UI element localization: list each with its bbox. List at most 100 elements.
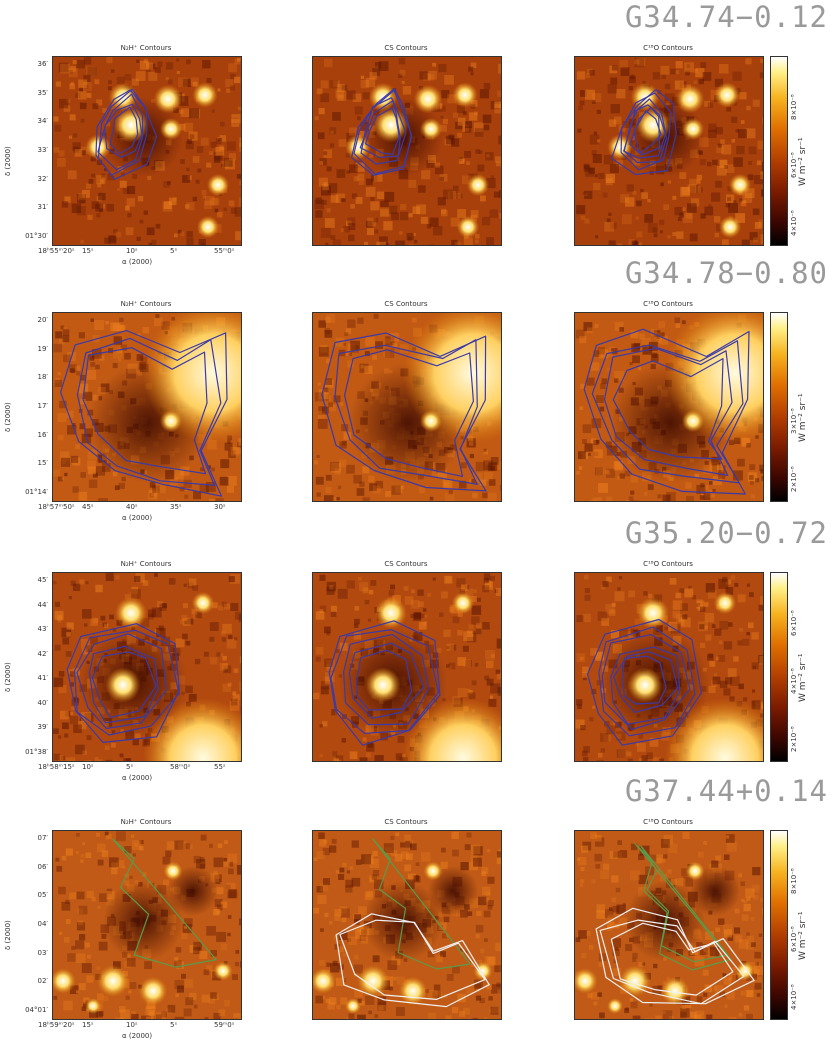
colorbar-tick-label: 6×10⁻⁸ [790,152,798,178]
y-tick-label: 20′ [37,316,49,324]
x-axis-label: α (2000) [122,514,153,522]
contour-line [348,642,425,719]
contour-line [612,357,724,460]
colorbar [770,56,788,246]
contour-line [601,633,691,730]
panel-title: CS Contours [384,44,428,52]
x-tick-label: 10ˢ [82,763,94,771]
contour-line [344,349,474,477]
y-axis-label: δ (2000) [4,920,12,950]
contour-line [623,98,668,164]
x-tick-label: 30ˢ [214,503,226,511]
y-tick-label: 32′ [37,174,49,183]
colorbar-tick-label: 6×10⁻⁸ [790,926,798,952]
y-tick-label: 15′ [37,459,49,468]
contour-line [95,89,158,180]
colorbar [770,830,788,1020]
panel-title: N₂H⁺ Contours [120,560,172,568]
contour-line [91,651,157,718]
map-image [53,313,241,501]
intensity-map-panel [574,312,764,502]
y-tick-label: 42′ [37,649,49,658]
map-image [575,313,763,501]
contour-line [364,107,400,156]
contour-line [612,651,679,713]
intensity-map-panel [52,312,242,502]
x-axis-label: α (2000) [122,258,153,266]
panel-title: C¹⁸O Contours [643,818,693,826]
contour-line [339,919,486,1000]
panel-title: N₂H⁺ Contours [120,818,172,826]
x-tick-label: 45ˢ [82,503,94,511]
contour-line [330,629,440,734]
y-tick-label: 07′ [37,834,49,842]
colorbar-unit-label: W m⁻² sr⁻¹ [798,653,808,703]
x-tick-label: 55ᵐ0ˢ [214,247,235,255]
y-tick-label: 45′ [37,576,49,584]
colorbar-tick-label: 8×10⁻⁸ [790,94,798,120]
contour-line [371,838,471,970]
contour-line [321,332,487,492]
contour-line [599,919,745,1005]
colorbar-tick-label: 4×10⁻⁸ [790,210,798,236]
contour-line [97,88,148,176]
intensity-map-panel [312,312,502,502]
y-tick-label: 40′ [37,698,49,707]
panel-title: C¹⁸O Contours [643,300,693,308]
x-axis-label: α (2000) [122,774,153,782]
panel-title: CS Contours [384,560,428,568]
y-tick-label: 01°14′ [25,488,48,496]
y-tick-label: 04′ [37,920,49,928]
y-tick-label: 01°30′ [25,232,48,240]
y-tick-label: 39′ [37,723,49,732]
colorbar-unit-label: W m⁻² sr⁻¹ [798,911,808,961]
colorbar-tick-label: 6×10⁻⁸ [790,610,798,636]
contour-line [73,629,180,736]
y-axis-label: δ (2000) [4,146,12,176]
contour-line [595,907,755,1005]
x-tick-label: 5ˢ [126,763,134,771]
y-tick-label: 35′ [37,88,49,97]
contour-line [610,922,734,996]
map-image [313,831,501,1019]
y-axis-label: δ (2000) [4,402,12,432]
y-tick-label: 31′ [37,203,49,212]
intensity-map-panel [52,830,242,1020]
intensity-map-panel [312,572,502,762]
contour-line [591,340,744,484]
x-tick-label: 18ʰ57ᵐ50ˢ [38,503,75,511]
colorbar-unit-label: W m⁻² sr⁻¹ [798,137,808,187]
contour-line [112,838,217,968]
map-image [313,573,501,761]
panel-title: C¹⁸O Contours [643,44,693,52]
contour-line [343,633,430,726]
contour-line [335,913,490,1008]
contour-line [620,92,672,171]
map-image [575,573,763,761]
source-label: G34.78−0.80 [624,256,828,290]
contour-line [360,97,407,165]
x-axis-label: α (2000) [122,1032,153,1040]
y-tick-label: 16′ [37,430,49,439]
colorbar-unit-label: W m⁻² sr⁻¹ [798,393,808,443]
x-tick-label: 10ˢ [126,247,138,255]
map-image [313,57,501,245]
y-tick-label: 43′ [37,625,49,634]
contour-line [76,633,168,730]
y-tick-label: 17′ [37,402,49,410]
x-tick-label: 15ˢ [82,247,94,255]
contour-line [623,104,667,159]
map-image [575,831,763,1019]
contour-line [66,623,180,743]
contour-line [103,103,143,158]
x-tick-label: 18ʰ55ᵐ20ˢ [38,247,75,255]
y-tick-label: 41′ [37,674,49,683]
y-tick-label: 36′ [37,60,49,68]
contour-line [355,649,413,711]
contour-line [82,347,208,475]
colorbar [770,572,788,762]
map-image [575,57,763,245]
y-tick-label: 05′ [37,891,49,900]
x-tick-label: 10ˢ [126,1021,138,1029]
